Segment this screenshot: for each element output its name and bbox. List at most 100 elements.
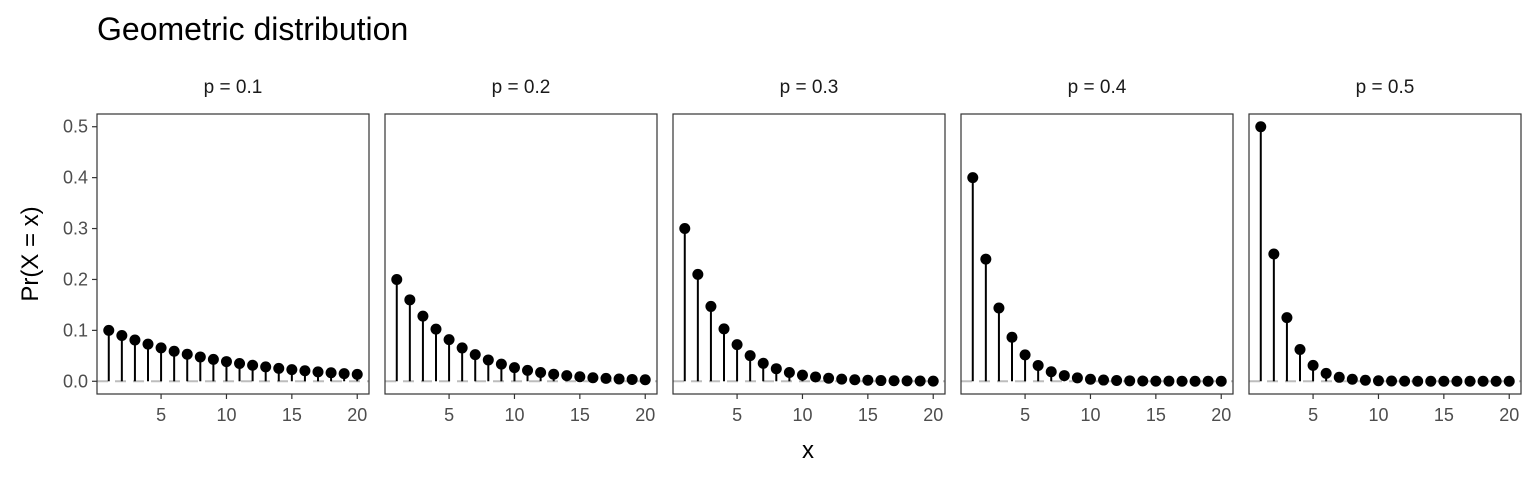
data-point bbox=[679, 223, 691, 235]
x-tick-label: 20 bbox=[923, 405, 943, 425]
data-point bbox=[325, 367, 337, 379]
data-point bbox=[495, 358, 507, 370]
data-point bbox=[1464, 375, 1476, 387]
data-point bbox=[194, 351, 206, 363]
data-point bbox=[535, 367, 547, 379]
data-point bbox=[1189, 375, 1201, 387]
data-point bbox=[980, 253, 992, 265]
data-point bbox=[613, 373, 625, 385]
x-tick-label: 5 bbox=[1308, 405, 1318, 425]
data-point bbox=[1202, 375, 1214, 387]
x-tick-label: 5 bbox=[444, 405, 454, 425]
data-point bbox=[351, 368, 363, 380]
facet-label: p = 0.3 bbox=[780, 77, 839, 98]
data-point bbox=[810, 371, 822, 383]
data-point bbox=[1084, 373, 1096, 385]
data-point bbox=[207, 353, 219, 365]
data-point bbox=[456, 342, 468, 354]
facet-panel: p = 0.1 5 10 15 20 0.0 0.1 0.2 0.3 0.4 0.5 bbox=[63, 77, 370, 425]
data-point bbox=[391, 273, 403, 285]
data-point bbox=[338, 368, 350, 380]
data-point bbox=[1294, 343, 1306, 355]
facet-panel: p = 0.4 5 10 15 20 bbox=[960, 77, 1234, 425]
x-tick-label: 15 bbox=[858, 405, 878, 425]
facet-label: p = 0.5 bbox=[1356, 77, 1415, 98]
data-point bbox=[1412, 375, 1424, 387]
data-point bbox=[875, 375, 887, 387]
data-point bbox=[914, 375, 926, 387]
y-tick-label: 0.5 bbox=[63, 117, 88, 137]
panel-border bbox=[384, 113, 658, 395]
data-point bbox=[901, 375, 913, 387]
data-point bbox=[1006, 331, 1018, 343]
data-point bbox=[482, 354, 494, 366]
x-tick-label: 10 bbox=[1368, 405, 1388, 425]
data-point bbox=[770, 363, 782, 375]
data-point bbox=[862, 374, 874, 386]
x-tick-label: 15 bbox=[1434, 405, 1454, 425]
panel-border bbox=[960, 113, 1234, 395]
x-tick-label: 5 bbox=[1020, 405, 1030, 425]
facet-panel: p = 0.2 5 10 15 20 bbox=[384, 77, 658, 425]
data-point bbox=[1137, 375, 1149, 387]
data-point bbox=[417, 310, 429, 322]
data-point bbox=[260, 361, 272, 373]
data-point bbox=[1255, 121, 1267, 133]
data-point bbox=[1320, 367, 1332, 379]
data-point bbox=[404, 294, 416, 306]
data-point bbox=[757, 357, 769, 369]
panel-border bbox=[96, 113, 370, 395]
data-point bbox=[168, 345, 180, 357]
data-point bbox=[522, 364, 534, 376]
data-point bbox=[443, 334, 455, 346]
data-point bbox=[600, 372, 612, 384]
data-point bbox=[626, 373, 638, 385]
facet-label: p = 0.1 bbox=[204, 77, 263, 98]
data-point bbox=[849, 374, 861, 386]
data-point bbox=[247, 359, 259, 371]
data-point bbox=[705, 300, 717, 312]
data-point bbox=[1019, 349, 1031, 361]
x-tick-label: 15 bbox=[282, 405, 302, 425]
data-point bbox=[1359, 374, 1371, 386]
y-tick-label: 0.3 bbox=[63, 219, 88, 239]
data-point bbox=[312, 366, 324, 378]
data-point bbox=[993, 302, 1005, 314]
chart-title: Geometric distribution bbox=[97, 11, 408, 47]
panel-border bbox=[1248, 113, 1522, 395]
data-point bbox=[927, 375, 939, 387]
y-tick-label: 0.0 bbox=[63, 371, 88, 391]
data-point bbox=[1333, 371, 1345, 383]
data-point bbox=[561, 370, 573, 382]
x-tick-label: 10 bbox=[216, 405, 236, 425]
facet-panel: p = 0.3 5 10 15 20 bbox=[672, 77, 946, 425]
data-point bbox=[1346, 373, 1358, 385]
data-point bbox=[1307, 359, 1319, 371]
y-tick-label: 0.1 bbox=[63, 320, 88, 340]
data-point bbox=[1503, 375, 1515, 387]
data-point bbox=[744, 350, 756, 362]
y-tick-label: 0.2 bbox=[63, 269, 88, 289]
data-point bbox=[548, 368, 560, 380]
y-tick-label: 0.4 bbox=[63, 168, 88, 188]
data-point bbox=[129, 334, 141, 346]
x-tick-label: 15 bbox=[1146, 405, 1166, 425]
x-tick-label: 5 bbox=[732, 405, 742, 425]
data-point bbox=[836, 373, 848, 385]
x-tick-label: 5 bbox=[156, 405, 166, 425]
data-point bbox=[103, 324, 115, 336]
data-point bbox=[155, 342, 167, 354]
data-point bbox=[1477, 375, 1489, 387]
x-tick-label: 20 bbox=[1211, 405, 1231, 425]
y-axis-title: Pr(X = x) bbox=[17, 206, 44, 301]
data-point bbox=[116, 329, 128, 341]
data-point bbox=[796, 369, 808, 381]
data-point bbox=[1163, 375, 1175, 387]
facet-label: p = 0.4 bbox=[1068, 77, 1127, 98]
data-point bbox=[181, 348, 193, 360]
data-point bbox=[1045, 366, 1057, 378]
x-tick-label: 10 bbox=[792, 405, 812, 425]
data-point bbox=[1490, 375, 1502, 387]
data-point bbox=[1150, 375, 1162, 387]
